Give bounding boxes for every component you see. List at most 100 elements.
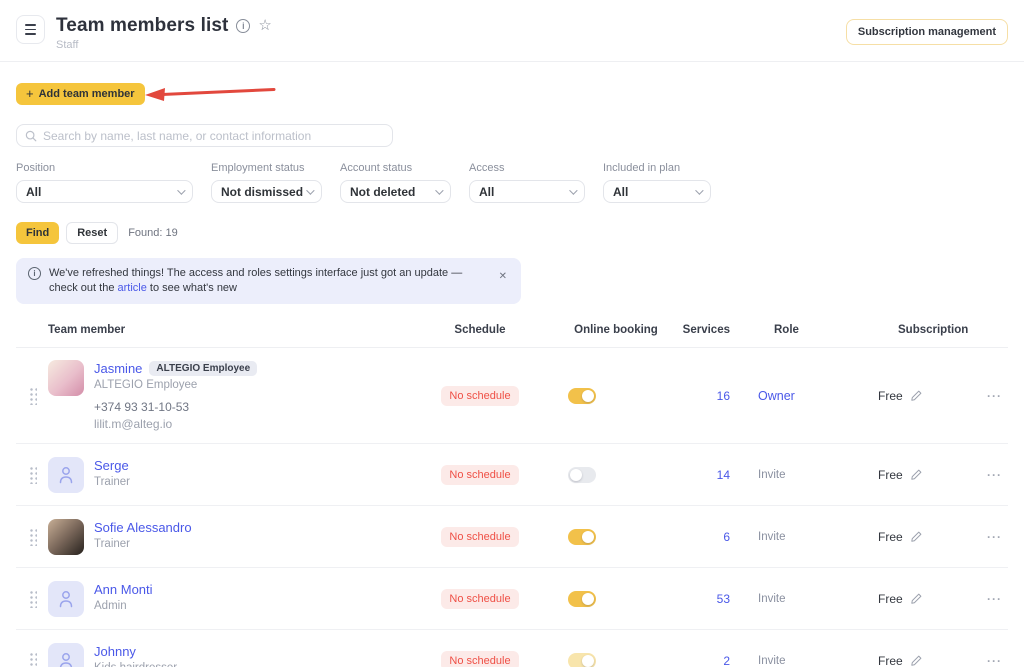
schedule-badge[interactable]: No schedule [441,465,518,485]
filter-access: Access All [469,162,585,203]
col-services: Services [672,324,730,336]
table-body: Jasmine ALTEGIO Employee ALTEGIO Employe… [16,348,1008,667]
member-name-link[interactable]: Johnny [94,644,136,659]
table-row: Jasmine ALTEGIO Employee ALTEGIO Employe… [16,348,1008,444]
search-input[interactable] [43,129,384,143]
search-bar[interactable] [16,124,393,147]
filter-employment-select[interactable]: Not dismissed [211,180,322,203]
member-position: Trainer [94,476,130,488]
subscription-value: Free [878,530,903,544]
found-count: Found: 19 [128,227,178,239]
services-count-link[interactable]: 2 [723,654,730,667]
main-content: + Add team member Position All Employmen… [0,83,1024,667]
member-cell: Ann Monti Admin [48,581,440,617]
page-title: Team members list [56,15,228,37]
title-block: Team members list i ☆ Staff [56,15,272,51]
star-icon[interactable]: ☆ [258,19,271,33]
chevron-down-icon [177,186,185,194]
member-position: Admin [94,600,153,612]
banner-text: We've refreshed things! The access and r… [49,266,469,296]
member-role[interactable]: Owner [758,389,878,403]
avatar [48,360,84,396]
member-role[interactable]: Invite [758,593,878,605]
edit-pencil-icon[interactable] [910,592,923,605]
team-members-table: Team member Schedule Online booking Serv… [16,324,1008,667]
edit-pencil-icon[interactable] [910,530,923,543]
filter-plan-label: Included in plan [603,162,711,174]
more-options-icon[interactable]: ··· [987,592,1002,606]
online-booking-toggle[interactable] [568,467,596,483]
drag-handle-icon[interactable] [29,527,37,546]
member-role[interactable]: Invite [758,469,878,481]
more-options-icon[interactable]: ··· [987,530,1002,544]
filter-position-value: All [26,185,41,199]
filter-plan-select[interactable]: All [603,180,711,203]
member-role[interactable]: Invite [758,531,878,543]
online-booking-toggle[interactable] [568,653,596,667]
more-options-icon[interactable]: ··· [987,389,1002,403]
person-icon [57,589,75,609]
filter-access-label: Access [469,162,585,174]
more-options-icon[interactable]: ··· [987,654,1002,667]
filter-position-select[interactable]: All [16,180,193,203]
banner-text-before: We've refreshed things! The access and r… [49,267,462,294]
drag-handle-icon[interactable] [29,589,37,608]
filter-account-select[interactable]: Not deleted [340,180,451,203]
avatar [48,457,84,493]
info-icon[interactable]: i [236,19,250,33]
hamburger-icon [25,24,36,26]
person-icon [57,651,75,667]
col-subscription: Subscription [878,324,984,336]
banner-article-link[interactable]: article [118,282,147,294]
services-count-link[interactable]: 14 [717,468,730,482]
banner-info-icon: i [28,267,41,280]
edit-pencil-icon[interactable] [910,389,923,402]
schedule-badge[interactable]: No schedule [441,651,518,667]
drag-handle-icon[interactable] [29,651,37,667]
member-name-link[interactable]: Sofie Alessandro [94,520,192,535]
person-icon [57,465,75,485]
plus-icon: + [26,89,34,99]
chevron-down-icon [306,186,314,194]
edit-pencil-icon[interactable] [910,654,923,667]
schedule-badge[interactable]: No schedule [441,527,518,547]
online-booking-toggle[interactable] [568,388,596,404]
member-name-link[interactable]: Serge [94,458,129,473]
member-position: ALTEGIO Employee [94,379,257,391]
reset-button[interactable]: Reset [66,222,118,244]
add-team-member-label: Add team member [39,88,135,100]
more-options-icon[interactable]: ··· [987,468,1002,482]
services-count-link[interactable]: 6 [723,530,730,544]
filter-position: Position All [16,162,193,203]
online-booking-toggle[interactable] [568,591,596,607]
schedule-badge[interactable]: No schedule [441,386,518,406]
hamburger-menu-button[interactable] [16,15,45,44]
filter-access-value: All [479,185,494,199]
table-row: Sofie Alessandro Trainer No schedule 6 I… [16,506,1008,568]
chevron-down-icon [569,186,577,194]
subscription-management-button[interactable]: Subscription management [846,19,1008,45]
drag-handle-icon[interactable] [29,386,37,405]
online-booking-toggle[interactable] [568,529,596,545]
col-role: Role [758,324,878,336]
drag-handle-icon[interactable] [29,465,37,484]
close-icon[interactable]: ✕ [499,271,507,282]
col-team-member: Team member [48,324,440,336]
schedule-badge[interactable]: No schedule [441,589,518,609]
filter-access-select[interactable]: All [469,180,585,203]
filter-position-label: Position [16,162,193,174]
services-count-link[interactable]: 16 [717,389,730,403]
col-schedule: Schedule [440,324,520,336]
banner-text-after: to see what's new [147,282,237,294]
app-header: Team members list i ☆ Staff Subscription… [0,0,1024,62]
member-name-link[interactable]: Jasmine [94,361,142,376]
find-button[interactable]: Find [16,222,59,244]
edit-pencil-icon[interactable] [910,468,923,481]
member-email: lilit.m@alteg.io [94,417,257,431]
table-row: Johnny Kids hairdresser No schedule 2 In… [16,630,1008,667]
member-name-link[interactable]: Ann Monti [94,582,153,597]
services-count-link[interactable]: 53 [717,592,730,606]
member-role[interactable]: Invite [758,655,878,667]
filter-employment-label: Employment status [211,162,322,174]
add-team-member-button[interactable]: + Add team member [16,83,145,105]
